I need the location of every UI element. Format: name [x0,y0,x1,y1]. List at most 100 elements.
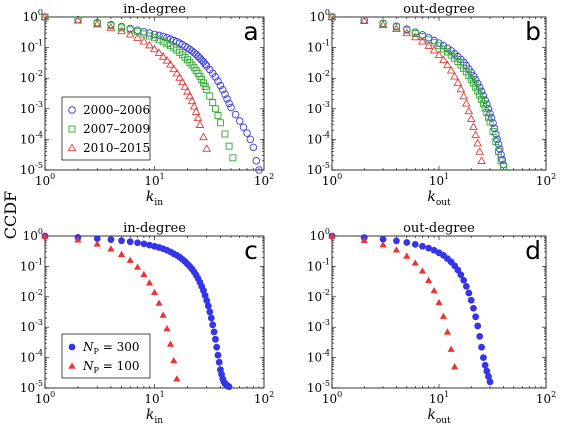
data-point [327,12,337,21]
x-axis-label: kout [427,407,451,426]
series-2 [327,12,486,164]
data-point [221,90,229,98]
series-0 [328,232,494,386]
legend-marker [67,143,77,152]
data-point [166,340,175,347]
data-point [450,71,460,80]
data-point [485,113,492,121]
tick-marks [44,236,264,389]
data-point [418,267,427,274]
data-point [162,55,172,64]
data-point [434,50,444,58]
data-point [477,87,486,96]
data-point [133,26,142,34]
data-point [483,109,491,117]
data-point [474,87,482,95]
y-tick-label: 10-5 [307,161,330,177]
legend-label: 2010–2015 [83,141,150,155]
data-point [216,81,225,90]
y-tick-label: 10-3 [307,100,330,116]
data-point [435,298,443,306]
data-point [493,135,501,144]
data-point [93,240,101,247]
data-point [73,15,83,24]
y-tick-label: 10-4 [20,349,43,365]
panel-title: out-degree [403,221,475,236]
data-point [155,36,163,44]
data-point [243,129,251,137]
data-point [235,117,244,125]
y-tick-label: 10-3 [20,318,43,334]
data-point [443,60,452,69]
data-point [185,91,195,100]
data-point [393,237,400,245]
data-point [74,236,82,243]
x-axis-label: kout [427,189,451,208]
data-point [239,123,248,131]
y-tick-label: 10-1 [20,39,43,55]
panel-letter: b [525,17,541,46]
data-point [178,77,187,86]
data-point [133,263,142,270]
data-point [477,156,486,164]
data-point [359,16,369,24]
legend-marker [68,343,76,351]
data-point [146,32,153,40]
data-point [154,48,164,56]
data-point [145,279,154,286]
y-tick-label: 10-5 [20,379,43,395]
data-point [379,241,387,248]
data-point [486,378,494,386]
data-point [155,31,163,40]
data-point [475,147,485,155]
data-point [378,20,388,29]
data-point [252,157,261,165]
data-point [186,45,194,54]
data-point [379,235,387,243]
tick-marks [331,236,546,389]
panel-letter: a [243,17,258,46]
panel-title: out-degree [403,2,475,17]
data-point [499,163,507,170]
data-point [496,145,504,153]
data-point [479,91,488,100]
x-tick-label: 102 [536,172,556,188]
data-point [126,26,134,34]
data-point [191,107,201,115]
data-point [126,256,134,263]
panels-group: 100 101 102 100 10-1 10-2 10-3 10-4 10-5 in-degre… [20,2,556,426]
data-point [443,44,452,53]
data-point [402,28,412,37]
data-point [150,44,159,53]
chart-panel-b: 100 101 102 100 10-1 10-2 10-3 10-4 10-5 out-degr… [307,2,556,208]
x-tick-label: 100 [322,172,342,188]
data-point [411,28,420,36]
data-point [467,75,475,83]
data-point [214,351,222,359]
panel-title: in-degree [123,221,186,236]
data-point [206,92,214,100]
data-point [139,36,149,45]
data-point [476,91,484,99]
series-1 [328,232,459,370]
data-point [193,113,203,122]
data-point [411,30,419,37]
data-point [199,132,208,141]
x-tick-label: 102 [254,172,274,188]
series-2 [40,12,212,152]
x-tick-label: 101 [429,390,449,406]
chart-panel-d: 100 101 102 100 10-1 10-2 10-3 10-4 10-5 out-degr… [307,221,556,426]
data-point [197,56,206,64]
data-point [214,112,222,120]
panel-title: in-degree [123,2,186,17]
data-point [457,271,465,279]
data-point [492,138,500,146]
y-tick-label: 10-5 [20,161,43,177]
x-axis-label: kin [146,407,163,426]
data-point [411,240,419,248]
data-point [213,343,221,351]
data-point [446,65,456,74]
data-point [221,130,229,138]
tick-marks [331,17,546,171]
legend-marker [68,362,76,369]
